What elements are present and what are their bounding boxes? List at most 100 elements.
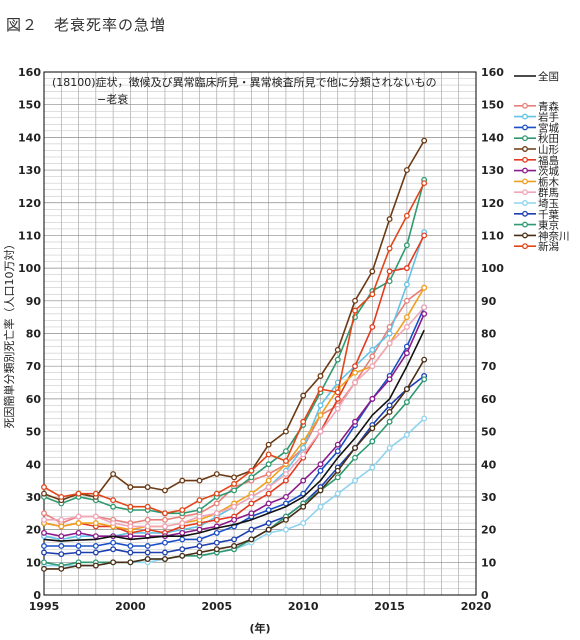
- data-point: [421, 304, 428, 311]
- data-point: [403, 431, 410, 438]
- data-point: [127, 559, 134, 566]
- data-point: [334, 474, 341, 481]
- x-tick-label: 2005: [201, 600, 232, 613]
- series-茨城: [41, 310, 428, 540]
- data-point: [196, 513, 203, 520]
- legend-label: 茨城: [538, 165, 559, 178]
- data-point: [386, 418, 393, 425]
- data-point: [127, 549, 134, 556]
- legend-swatch-marker: [522, 146, 528, 152]
- x-axis-label: (年): [249, 621, 270, 635]
- legend-swatch-marker: [522, 200, 528, 206]
- data-point: [144, 503, 151, 510]
- data-point: [127, 503, 134, 510]
- data-point: [58, 565, 65, 572]
- data-point: [317, 386, 324, 393]
- legend-label: 秋田: [538, 132, 559, 145]
- series-全国: [43, 329, 425, 542]
- data-point: [282, 493, 289, 500]
- data-point: [369, 353, 376, 360]
- data-point: [421, 137, 428, 144]
- data-point: [144, 549, 151, 556]
- data-point: [369, 464, 376, 471]
- y-tick-label-right: 80: [481, 328, 497, 341]
- data-point: [127, 484, 134, 491]
- data-point: [179, 520, 186, 527]
- y-tick-label-left: 80: [26, 328, 42, 341]
- legend-item: 栃木: [514, 175, 559, 188]
- data-point: [179, 546, 186, 553]
- legend-label: 東京: [538, 219, 559, 232]
- data-point: [317, 402, 324, 409]
- legend-item: 茨城: [514, 165, 559, 178]
- y-tick-label-right: 20: [481, 524, 497, 537]
- data-point: [386, 245, 393, 252]
- data-point: [196, 549, 203, 556]
- data-point: [403, 314, 410, 321]
- data-point: [162, 510, 168, 517]
- data-point: [179, 477, 186, 484]
- data-point: [213, 529, 220, 536]
- data-point: [196, 543, 203, 549]
- legend-swatch-marker: [522, 113, 528, 120]
- data-point: [386, 376, 393, 383]
- data-point: [110, 520, 117, 527]
- y-tick-label-right: 50: [481, 426, 497, 439]
- data-point: [58, 493, 65, 500]
- legend-label: 新潟: [538, 240, 559, 253]
- data-point: [352, 454, 358, 461]
- data-point: [265, 461, 272, 468]
- data-point: [352, 369, 358, 376]
- y-tick-label-right: 30: [481, 491, 497, 504]
- data-point: [317, 373, 324, 379]
- data-point: [41, 529, 47, 536]
- data-point: [41, 565, 47, 572]
- data-point: [386, 278, 393, 285]
- y-tick-label-left: 40: [26, 458, 42, 471]
- data-point: [144, 556, 151, 562]
- data-point: [58, 523, 65, 530]
- data-point: [144, 523, 151, 530]
- data-point: [317, 428, 324, 435]
- series-line: [43, 329, 425, 542]
- data-point: [421, 415, 428, 422]
- y-tick-label-left: 60: [26, 393, 42, 406]
- y-tick-label-right: 100: [481, 262, 504, 275]
- y-tick-label-right: 60: [481, 393, 497, 406]
- legend-swatch-marker: [522, 210, 528, 217]
- series-layer: [41, 137, 428, 572]
- data-point: [196, 526, 203, 533]
- x-tick-label: 2000: [115, 600, 146, 613]
- data-point: [41, 510, 47, 517]
- data-point: [369, 363, 376, 370]
- data-point: [386, 444, 393, 451]
- data-point: [334, 490, 341, 497]
- data-point: [41, 559, 47, 566]
- data-point: [403, 242, 410, 249]
- y-tick-label-left: 140: [18, 131, 41, 144]
- data-point: [58, 551, 65, 558]
- data-point: [300, 520, 307, 527]
- legend-item: 千葉: [514, 208, 559, 221]
- data-point: [248, 536, 255, 543]
- legend-label: 千葉: [538, 208, 559, 221]
- legend-item: 福島: [514, 154, 559, 167]
- data-point: [282, 526, 289, 533]
- data-point: [231, 516, 238, 523]
- legend-swatch-marker: [522, 178, 528, 185]
- data-point: [265, 526, 272, 533]
- data-point: [213, 510, 220, 517]
- chart-note-line1: (18100)症状，徴候及び異常臨床所見・異常検査所見で他に分類されないもの: [52, 75, 437, 89]
- series-群馬: [41, 304, 428, 530]
- y-tick-label-right: 120: [481, 197, 504, 210]
- legend-item: 岩手: [514, 111, 559, 124]
- data-point: [144, 516, 151, 523]
- data-point: [386, 330, 393, 337]
- data-point: [421, 310, 428, 317]
- legend-label: 福島: [538, 154, 559, 167]
- data-point: [317, 412, 324, 419]
- data-point: [231, 503, 238, 510]
- y-tick-label-left: 160: [18, 66, 41, 79]
